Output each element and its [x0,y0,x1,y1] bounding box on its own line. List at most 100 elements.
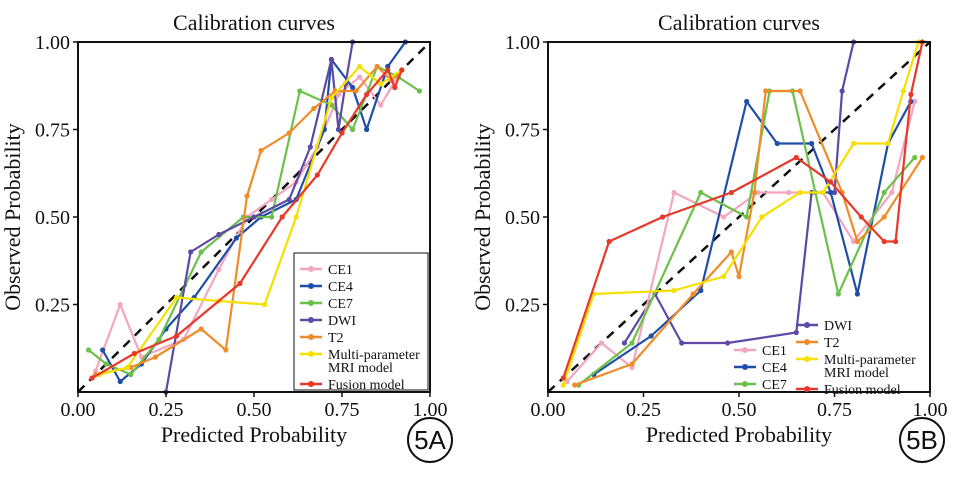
legend-marker [308,381,314,387]
data-point [854,238,861,245]
legend-item: CE4 [300,280,353,295]
reference-diagonal [547,41,931,393]
data-point [881,238,887,245]
data-point [728,189,734,196]
y-tick-label: 0.50 [505,207,540,229]
data-point [223,347,229,353]
legend-marker [308,317,314,323]
data-point [392,84,398,91]
chart-title: Calibration curves [173,10,335,35]
data-point [851,238,857,245]
legend-label: MRI model [328,361,393,376]
data-point [103,361,109,367]
legend-label: CE4 [328,280,353,295]
series-ce4 [100,39,408,385]
series-fusion-model [89,67,405,381]
x-axis-label: Predicted Probability [161,422,347,447]
data-point [156,336,162,343]
data-point [698,287,704,294]
data-point [629,361,635,367]
legend-marker [742,381,748,387]
data-point [314,172,320,178]
data-point [286,196,292,203]
data-point [131,350,137,357]
y-tick-label: 0.25 [505,295,540,317]
legend-item: CE4 [734,361,787,376]
data-point [858,214,864,220]
data-point [721,273,727,280]
data-point [328,95,335,101]
data-point [808,140,815,147]
data-point [307,144,313,150]
legend-box [293,252,429,391]
panel-b: Calibration curves 0.00 0.25 0.50 0.75 1.00 0.… [470,10,948,463]
data-point [269,214,275,220]
data-point [100,347,106,353]
data-point [293,214,299,220]
data-point [839,88,845,94]
x-tick-label: 0.50 [237,399,272,421]
data-point [117,301,123,308]
data-point [572,382,578,388]
panel-badge [407,417,453,463]
data-point [854,291,861,297]
legend-marker [804,386,810,392]
data-point [244,193,250,199]
y-tick-label: 0.50 [35,207,70,229]
data-point [233,235,239,241]
data-point [328,56,335,63]
data-point [339,130,345,136]
legend-label: Fusion model [328,378,405,393]
data-point [173,294,180,301]
data-point [763,88,769,94]
data-point [755,189,761,196]
data-point [335,91,342,98]
x-tick-label: 0.25 [149,399,184,421]
legend-item: Fusion model [300,378,405,393]
data-point [216,231,222,238]
data-point [297,88,303,94]
legend-label: CE1 [762,344,787,359]
panel-a: Calibration curves 0.00 0.25 0.50 0.75 1.00 0.… [0,10,453,463]
data-point [751,189,757,196]
legend-marker [308,283,314,289]
series-line [95,65,403,376]
legend-label: Multi-parameter [824,353,916,368]
data-point [690,291,696,297]
legend-label: CE7 [762,378,787,393]
data-point [399,67,405,73]
data-point [671,189,677,196]
data-point [797,189,803,196]
data-point [560,375,566,381]
data-point [364,126,370,133]
series-line [574,89,924,387]
data-point [85,347,92,353]
legend-item: DWI [796,319,852,334]
data-point [835,291,841,297]
data-point [851,140,857,147]
y-axis-label: Observed Probability [0,123,25,311]
data-point [797,88,803,94]
panel-badge [899,417,945,463]
data-point [744,98,750,105]
legend-label: T2 [824,336,840,351]
y-axis-label: Observed Probability [470,123,495,311]
data-point [629,340,635,346]
legend-label: CE4 [762,361,787,376]
legend-marker [308,300,314,306]
legend-item: CE7 [300,297,353,312]
data-point [831,189,838,196]
x-tick-label: 0.00 [531,399,566,421]
legend-item: CE1 [300,263,353,278]
data-point [152,354,159,360]
series-line [101,41,407,383]
data-point [698,189,704,196]
series-fusion-model [560,39,925,381]
data-point [117,378,123,385]
data-point [724,340,731,346]
